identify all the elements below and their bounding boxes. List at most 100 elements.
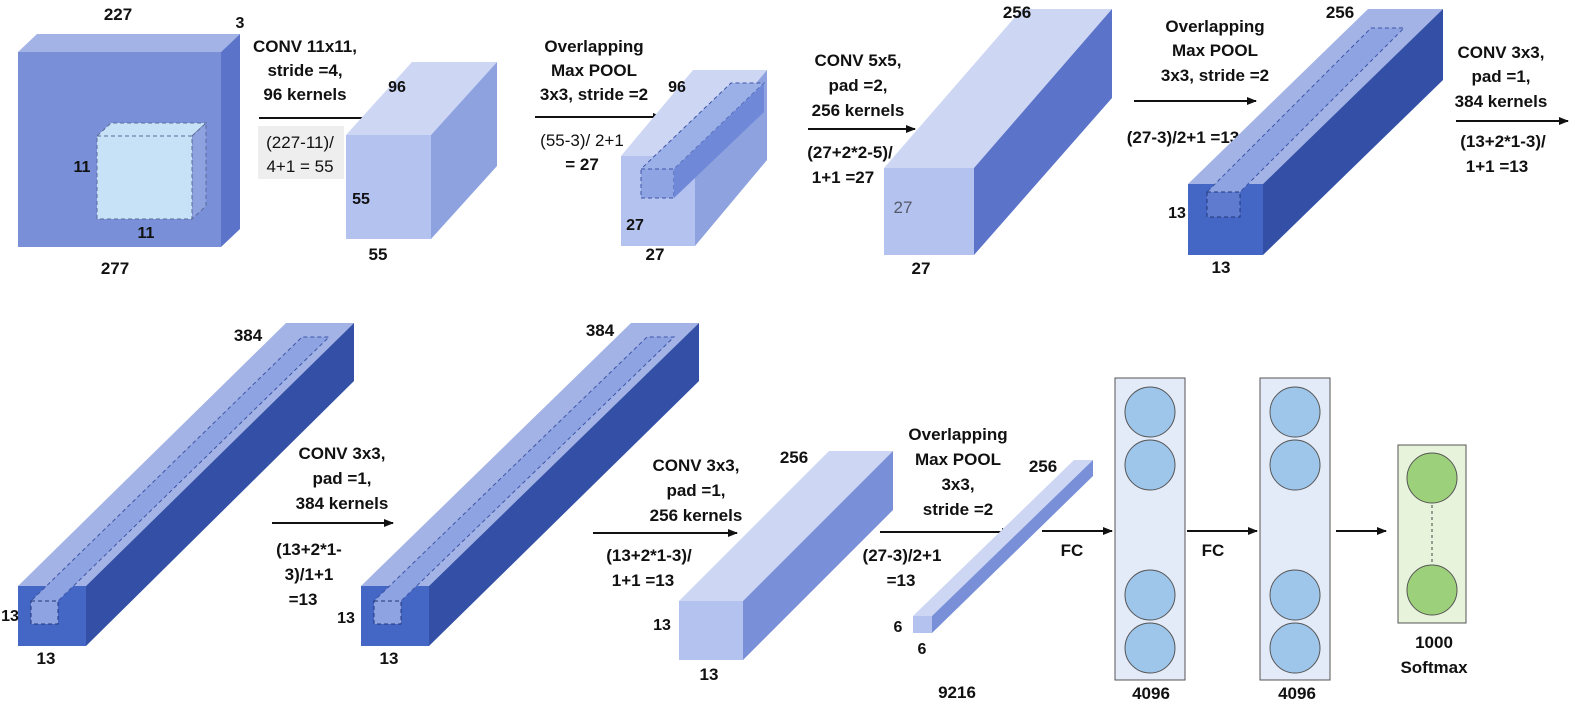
conv5-volume-front — [679, 601, 743, 660]
fc2-connection: FC — [1187, 527, 1258, 560]
fc1-neuron — [1124, 569, 1176, 621]
conv5-volume-side — [743, 451, 893, 660]
pool3-operation: Overlapping Max POOL 3x3, stride =2 (27-… — [863, 425, 1012, 590]
pool3-line2: Max POOL — [915, 450, 1001, 469]
fc2-neuron — [1269, 439, 1321, 491]
pool2-window-front — [1206, 191, 1241, 218]
conv2-line2: pad =2, — [828, 76, 887, 95]
kernel-front — [96, 135, 193, 220]
pool3-line1: Overlapping — [908, 425, 1007, 444]
conv4-volume-side — [429, 323, 699, 646]
fc1-neuron — [1124, 439, 1176, 491]
fc2-size-label: 4096 — [1278, 684, 1316, 703]
conv3-volume — [18, 323, 354, 646]
conv3-height-label: 13 — [1, 608, 19, 625]
conv1-calc2: 4+1 = 55 — [266, 157, 333, 176]
fc1-neuron — [1124, 386, 1176, 438]
conv5-calc1: (13+2*1-3)/ — [606, 546, 692, 565]
conv3-line1: CONV 3x3, — [1458, 43, 1545, 62]
conv1-width-label: 55 — [369, 245, 388, 264]
pool2-width-label: 13 — [1212, 258, 1231, 277]
pool1-height-label: 27 — [626, 217, 644, 234]
pool1-depth-label: 96 — [668, 79, 686, 96]
conv2-volume-front — [884, 168, 974, 255]
softmax-label: Softmax — [1400, 658, 1468, 677]
pool1-window-front — [640, 168, 675, 199]
conv5-width-label: 13 — [700, 665, 719, 684]
pool3-volume-front — [913, 616, 932, 633]
conv2-calc1: (27+2*2-5)/ — [807, 143, 893, 162]
conv2-line3: 256 kernels — [812, 101, 905, 120]
pool3-volume-top — [913, 460, 1093, 616]
input-depth-label: 3 — [236, 15, 245, 32]
conv2-height-label: 27 — [894, 198, 913, 217]
conv3-volume-side — [86, 323, 354, 646]
fc2-neuron — [1269, 569, 1321, 621]
conv4-line3: 384 kernels — [296, 494, 389, 513]
conv3-calc2: 1+1 =13 — [1466, 157, 1528, 176]
conv3-calc1: (13+2*1-3)/ — [1460, 132, 1546, 151]
softmax-layer — [1397, 444, 1467, 624]
conv5-volume — [679, 451, 893, 660]
softmax-neuron — [1406, 564, 1458, 616]
fc2-neuron — [1269, 386, 1321, 438]
conv2-volume — [884, 9, 1112, 255]
kernel-height-label: 11 — [74, 159, 91, 176]
conv3-line2: pad =1, — [1471, 67, 1530, 86]
pool2-depth-label: 256 — [1326, 3, 1354, 22]
conv4-line1: CONV 3x3, — [299, 444, 386, 463]
conv4-line2: pad =1, — [312, 469, 371, 488]
pool3-line4: stride =2 — [923, 500, 993, 519]
conv1-depth-label: 96 — [388, 79, 406, 96]
conv5-calc2: 1+1 =13 — [612, 571, 674, 590]
pool3-calc1: (27-3)/2+1 — [863, 546, 942, 565]
pool3-volume-side — [932, 460, 1093, 633]
conv2-operation: CONV 5x5, pad =2, 256 kernels (27+2*2-5)… — [807, 51, 916, 187]
conv4-operation: CONV 3x3, pad =1, 384 kernels (13+2*1- 3… — [272, 444, 394, 609]
conv1-volume — [346, 62, 497, 239]
pool3-line3: 3x3, — [941, 475, 974, 494]
pool1-window-side — [674, 83, 764, 198]
flatten-size-label: 9216 — [938, 683, 976, 702]
input-top-label: 227 — [104, 5, 132, 24]
pool2-calc1: (27-3)/2+1 =13 — [1127, 128, 1239, 147]
input-volume-top — [18, 34, 240, 52]
input-volume-side — [221, 34, 240, 247]
pool3-depth-label: 256 — [1029, 457, 1057, 476]
fc1-neuron — [1124, 622, 1176, 674]
conv3-window-top — [29, 336, 331, 602]
fc2-label: FC — [1202, 541, 1225, 560]
pool2-height-label: 13 — [1168, 205, 1186, 222]
pool1-line2: Max POOL — [551, 61, 637, 80]
conv1-line3: 96 kernels — [263, 85, 346, 104]
input-bottom-label: 277 — [101, 259, 129, 278]
conv2-volume-side — [974, 9, 1112, 255]
conv1-calc1: (227-11)/ — [266, 133, 334, 152]
fc2-layer — [1259, 377, 1331, 681]
conv1-volume-side — [431, 62, 497, 239]
conv4-height-label: 13 — [337, 610, 355, 627]
pool1-operation: Overlapping Max POOL 3x3, stride =2 (55-… — [535, 37, 663, 174]
conv5-depth-label: 256 — [780, 448, 808, 467]
conv1-operation: CONV 11x11, stride =4, 96 kernels (227-1… — [253, 37, 381, 179]
fc1-size-label: 4096 — [1132, 684, 1170, 703]
conv1-calc-background — [258, 126, 344, 179]
conv1-height-label: 55 — [352, 191, 370, 208]
conv4-depth-label: 384 — [586, 321, 615, 340]
conv5-volume-top — [679, 451, 893, 601]
kernel-top — [95, 122, 208, 137]
conv2-line1: CONV 5x5, — [815, 51, 902, 70]
pool2-line3: 3x3, stride =2 — [1161, 66, 1269, 85]
conv4-width-label: 13 — [380, 649, 399, 668]
conv5-line3: 256 kernels — [650, 506, 743, 525]
conv5-line1: CONV 3x3, — [653, 456, 740, 475]
conv5-line2: pad =1, — [666, 481, 725, 500]
conv2-volume-top — [884, 9, 1112, 168]
conv3-line3: 384 kernels — [1455, 92, 1548, 111]
pool2-line1: Overlapping — [1165, 17, 1264, 36]
pool2-volume — [1188, 9, 1443, 255]
conv1-line1: CONV 11x11, — [253, 37, 357, 56]
pool3-height-label: 6 — [894, 619, 903, 636]
